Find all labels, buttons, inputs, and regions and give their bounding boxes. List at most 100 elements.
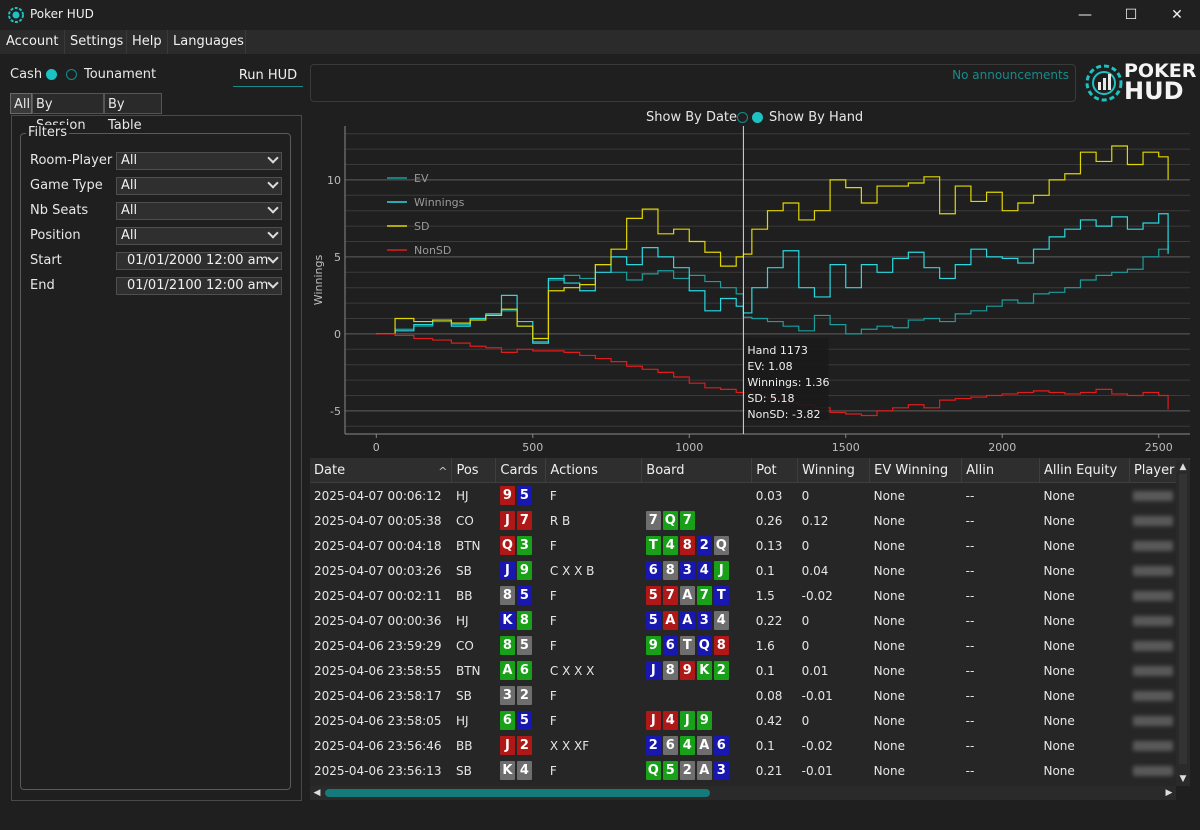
table-row[interactable]: 2025-04-06 23:56:13 SB K 4 F Q 5 2 A 3 0.21 -0.01 No… — [310, 758, 1190, 783]
table-row[interactable]: 2025-04-06 23:58:05 HJ 6 5 F J 4 J 9 0.42 0 None -- N… — [310, 708, 1190, 733]
menu-languages[interactable]: Languages — [168, 30, 246, 54]
tooltip-box — [744, 337, 829, 420]
menu-account[interactable]: Account — [1, 30, 65, 54]
vertical-scroll-track[interactable] — [1179, 474, 1187, 764]
cell-winning: 0 — [801, 538, 810, 553]
cell-ev-winning: None — [873, 738, 905, 753]
table-row[interactable]: 2025-04-07 00:00:36 HJ K 8 F 5 A A 3 4 0.22 0 None --… — [310, 608, 1190, 633]
filter-game-type-select[interactable]: All — [116, 177, 282, 195]
cell-pot: 1.5 — [755, 588, 775, 603]
column-header-ev-winning[interactable]: EV Winning — [869, 458, 963, 483]
column-header-actions[interactable]: Actions — [545, 458, 643, 483]
redacted-player-name — [1133, 741, 1174, 751]
horizontal-scroll-thumb[interactable] — [325, 789, 710, 797]
playing-card: 2 — [516, 736, 532, 755]
redacted-player-name — [1133, 766, 1174, 776]
playing-card: 3 — [713, 761, 729, 780]
close-button[interactable]: ✕ — [1171, 7, 1183, 23]
table-row[interactable]: 2025-04-06 23:58:55 BTN A 6 C X X X J 8 9 K 2 0.1 0… — [310, 658, 1190, 683]
maximize-button[interactable]: ☐ — [1124, 7, 1138, 23]
cell-winning: 0.01 — [801, 663, 829, 678]
cell-position: BB — [455, 738, 473, 753]
cell-allin-equity: None — [1043, 763, 1075, 778]
redacted-player-name — [1133, 641, 1174, 651]
cell-position: SB — [455, 688, 472, 703]
cell-winning: -0.02 — [801, 738, 833, 753]
cell-allin: -- — [965, 713, 975, 728]
filter-nb-seats-value: All — [121, 203, 138, 218]
cash-radio[interactable] — [46, 69, 57, 80]
playing-card: 6 — [713, 736, 729, 755]
vertical-scrollbar[interactable]: ▲ ▼ — [1176, 460, 1190, 786]
column-header-date[interactable]: Date ^ — [310, 458, 453, 483]
scroll-right-icon[interactable]: ▶ — [1165, 788, 1173, 798]
cell-ev-winning: None — [873, 513, 905, 528]
show-by-date-radio[interactable] — [737, 112, 748, 123]
cell-player — [1129, 758, 1189, 783]
playing-card: 2 — [696, 536, 712, 555]
column-header-cards[interactable]: Cards — [495, 458, 547, 483]
winnings-chart[interactable]: -5 0 5 10 0 500 1000 1500 2000 2500 Winnings EV Winn… — [305, 108, 1195, 453]
column-header-winning[interactable]: Winning — [797, 458, 871, 483]
playing-card: A — [679, 611, 695, 630]
cell-pot: 0.08 — [755, 688, 783, 703]
table-row[interactable]: 2025-04-06 23:58:17 SB 3 2 F 0.08 -0.01 None -- N… — [310, 683, 1190, 708]
cell-pot: 0.1 — [755, 738, 775, 753]
cell-winning: -0.02 — [801, 588, 833, 603]
sort-ascending-icon: ^ — [438, 464, 448, 478]
title-bar — [0, 0, 1200, 30]
tab-by-session[interactable]: By Session — [32, 93, 104, 133]
column-header-allin-equity[interactable]: Allin Equity — [1039, 458, 1130, 483]
column-header-allin[interactable]: Allin — [961, 458, 1040, 483]
column-header-label: Allin Equity — [1043, 462, 1118, 478]
x-tick-label: 500 — [522, 441, 543, 453]
table-row[interactable]: 2025-04-07 00:03:26 SB J 9 C X X B 6 8 3 4 J 0.1 0.… — [310, 558, 1190, 583]
y-tick-label: 10 — [327, 174, 341, 187]
column-header-pos[interactable]: Pos — [451, 458, 497, 483]
cell-date: 2025-04-07 00:06:12 — [314, 488, 442, 503]
run-hud-button[interactable]: Run HUD — [233, 65, 303, 87]
tab-all[interactable]: All — [10, 93, 32, 114]
cell-position: BTN — [455, 538, 481, 553]
table-row[interactable]: 2025-04-07 00:05:38 CO J 7 R B 7 Q 7 0.26 0.12 Non… — [310, 508, 1190, 533]
table-row[interactable]: 2025-04-07 00:02:11 BB 8 5 F 5 7 A 7 T 1.5 -0.02 Non… — [310, 583, 1190, 608]
logo-text-poker: POKER — [1124, 60, 1197, 82]
menu-help[interactable]: Help — [127, 30, 168, 54]
cell-allin: -- — [965, 663, 975, 678]
column-header-label: Actions — [550, 462, 598, 478]
tournament-radio[interactable] — [66, 69, 77, 80]
playing-card: 7 — [662, 586, 678, 605]
cell-allin-equity: None — [1043, 488, 1075, 503]
playing-card: 9 — [696, 711, 712, 730]
tournament-label: Tounament — [84, 67, 157, 82]
column-header-label: Pos — [456, 462, 479, 478]
column-header-pot[interactable]: Pot — [751, 458, 799, 483]
table-row[interactable]: 2025-04-06 23:59:29 CO 8 5 F 9 6 T Q 8 1.6 0 None -- N… — [310, 633, 1190, 658]
tooltip-winnings: Winnings: 1.36 — [747, 376, 829, 389]
minimize-button[interactable]: — — [1078, 7, 1092, 23]
tab-by-table[interactable]: By Table — [104, 93, 162, 133]
chevron-down-icon — [267, 252, 279, 264]
column-header-board[interactable]: Board — [641, 458, 753, 483]
menu-settings[interactable]: Settings — [65, 30, 127, 54]
table-row[interactable]: 2025-04-06 23:56:46 BB J 2 X X XF 2 6 4 A 6 0.1 -0.… — [310, 733, 1190, 758]
cell-winning: 0.04 — [801, 563, 829, 578]
filter-room-player-select[interactable]: All — [116, 152, 282, 170]
show-by-hand-radio[interactable] — [752, 112, 763, 123]
scroll-up-icon[interactable]: ▲ — [1179, 462, 1187, 472]
filter-position-select[interactable]: All — [116, 227, 282, 245]
scroll-left-icon[interactable]: ◀ — [313, 788, 321, 798]
cell-allin-equity: None — [1043, 713, 1075, 728]
filter-start-date[interactable]: 01/01/2000 12:00 am — [116, 252, 282, 270]
cell-allin-equity: None — [1043, 613, 1075, 628]
cell-pot: 1.6 — [755, 638, 775, 653]
scroll-down-icon[interactable]: ▼ — [1179, 774, 1187, 784]
filter-nb-seats-select[interactable]: All — [116, 202, 282, 220]
cell-actions: C X X B — [549, 563, 595, 578]
table-row[interactable]: 2025-04-07 00:06:12 HJ 9 5 F 0.03 0 None -- None — [310, 483, 1190, 509]
cell-winning: -0.01 — [801, 763, 833, 778]
playing-card: 3 — [679, 561, 695, 580]
table-row[interactable]: 2025-04-07 00:04:18 BTN Q 3 F T 4 8 2 Q 0.13 0 None -… — [310, 533, 1190, 558]
filter-end-date[interactable]: 01/01/2100 12:00 am — [116, 277, 282, 295]
